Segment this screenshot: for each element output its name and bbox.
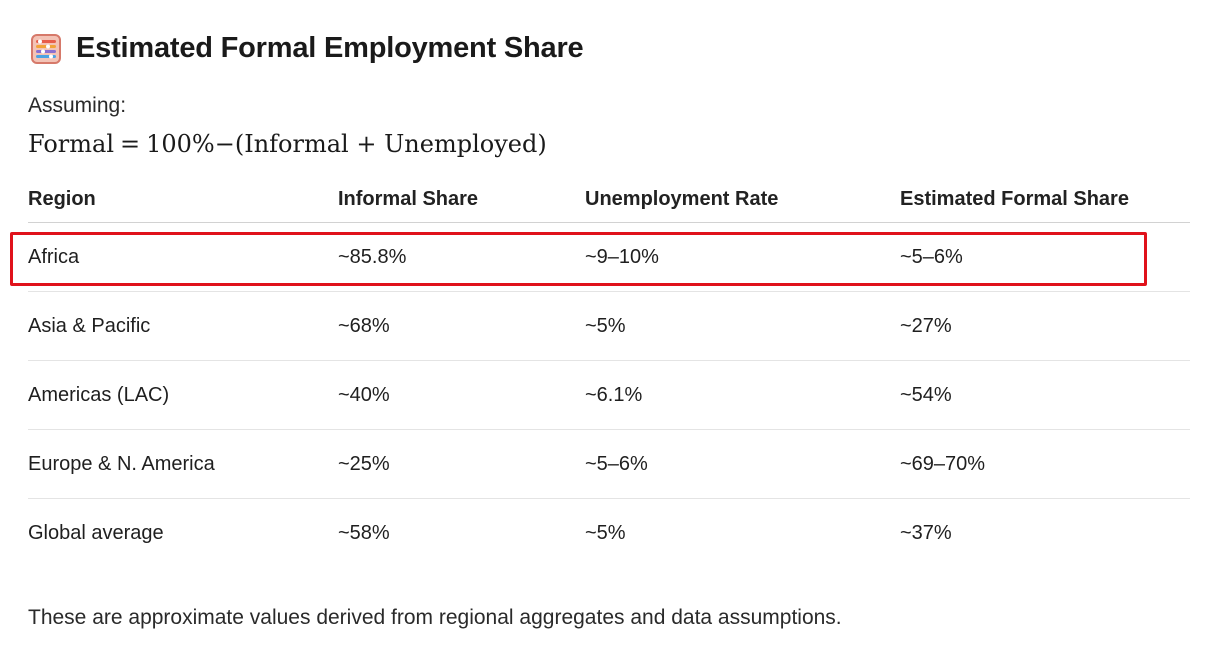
formal-share-cell: ~27%	[900, 314, 952, 337]
formula: Formal = 100%−(Informal + Unemployed)	[28, 130, 547, 158]
formula-rhs: (Informal + Unemployed)	[234, 130, 547, 158]
assumption-label: Assuming:	[28, 94, 127, 117]
formula-total: 100%	[146, 130, 215, 158]
section-heading: Estimated Formal Employment Share	[30, 32, 584, 65]
unemployment-rate-cell: ~9–10%	[585, 245, 659, 268]
formal-share-cell: ~54%	[900, 383, 952, 406]
region-cell: Europe & N. America	[28, 452, 215, 475]
informal-share-cell: ~68%	[338, 314, 390, 337]
formula-lhs: Formal	[28, 130, 115, 158]
table-row: Asia & Pacific ~68% ~5% ~27%	[28, 292, 1190, 361]
footnote: These are approximate values derived fro…	[28, 606, 842, 629]
table-header-row: Region Informal Share Unemployment Rate …	[28, 176, 1190, 223]
column-header-formal-share: Estimated Formal Share	[900, 187, 1129, 210]
informal-share-cell: ~85.8%	[338, 245, 407, 268]
column-header-informal-share: Informal Share	[338, 187, 479, 210]
page-title: Estimated Formal Employment Share	[76, 32, 584, 64]
region-cell: Asia & Pacific	[28, 314, 151, 337]
formula-minus: −	[214, 130, 235, 158]
informal-share-cell: ~58%	[338, 521, 390, 544]
column-header-region: Region	[28, 187, 96, 210]
table-row: Africa ~85.8% ~9–10% ~5–6%	[28, 223, 1190, 292]
unemployment-rate-cell: ~5%	[585, 314, 626, 337]
region-cell: Americas (LAC)	[28, 383, 170, 406]
table-row: Global average ~58% ~5% ~37%	[28, 499, 1190, 567]
unemployment-rate-cell: ~6.1%	[585, 383, 643, 406]
formal-share-cell: ~69–70%	[900, 452, 986, 475]
formula-equals: =	[120, 130, 141, 158]
informal-share-cell: ~25%	[338, 452, 390, 475]
formal-share-cell: ~37%	[900, 521, 952, 544]
region-cell: Global average	[28, 521, 164, 544]
formal-share-table: Region Informal Share Unemployment Rate …	[28, 176, 1190, 567]
table-row: Americas (LAC) ~40% ~6.1% ~54%	[28, 361, 1190, 430]
unemployment-rate-cell: ~5%	[585, 521, 626, 544]
region-cell: Africa	[28, 245, 80, 268]
informal-share-cell: ~40%	[338, 383, 390, 406]
unemployment-rate-cell: ~5–6%	[585, 452, 648, 475]
formal-share-cell: ~5–6%	[900, 245, 963, 268]
abacus-icon	[30, 33, 62, 65]
table-row: Europe & N. America ~25% ~5–6% ~69–70%	[28, 430, 1190, 499]
column-header-unemployment-rate: Unemployment Rate	[585, 187, 779, 210]
